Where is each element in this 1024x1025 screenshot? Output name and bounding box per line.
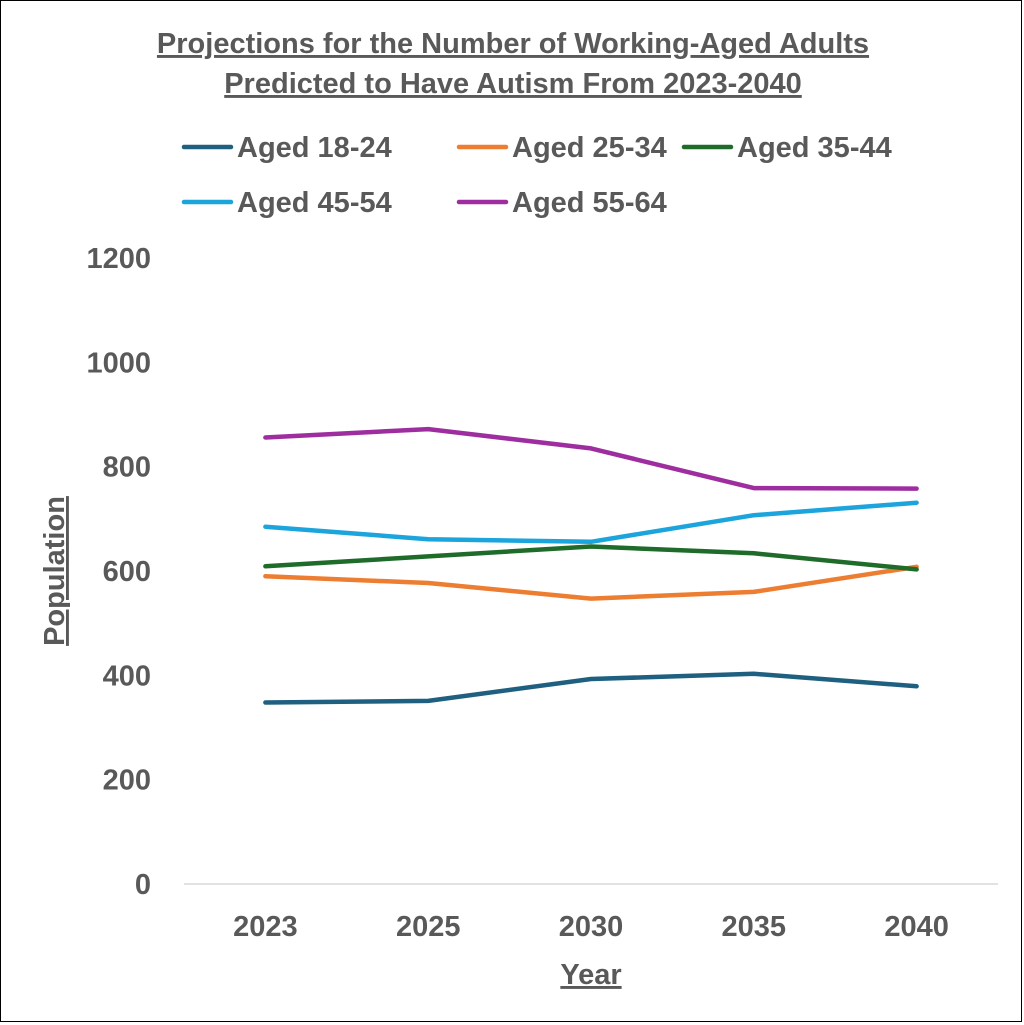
- legend-item: Aged 18-24: [181, 132, 392, 164]
- x-axis-ticks: 2023 2025 2030 2035 2040: [233, 911, 949, 943]
- x-axis-title: Year: [560, 959, 621, 991]
- y-axis-ticks: 0 200 400 600 800 1000 1200: [86, 243, 151, 901]
- y-tick-label: 200: [103, 765, 151, 797]
- y-axis-title: Population: [39, 496, 71, 646]
- chart-legend: Aged 18-24 Aged 25-34 Aged 35-44 Aged 45-54…: [181, 132, 892, 219]
- legend-item: Aged 35-44: [681, 132, 892, 164]
- chart-title-line-2: Predicted to Have Autism From 2023-2040: [224, 68, 802, 100]
- y-tick-label: 1200: [86, 243, 151, 275]
- chart-title-line-1: Projections for the Number of Working-Ag…: [157, 28, 869, 60]
- y-tick-label: 1000: [86, 347, 151, 379]
- series-lines: [263, 426, 919, 705]
- y-tick-label: 800: [103, 452, 151, 484]
- legend-label: Aged 55-64: [512, 187, 667, 219]
- legend-item: Aged 55-64: [456, 187, 667, 219]
- legend-label: Aged 25-34: [512, 132, 667, 164]
- series-line-aged-18-24: [263, 671, 919, 705]
- chart-title: Projections for the Number of Working-Ag…: [157, 28, 869, 100]
- y-tick-label: 0: [135, 869, 151, 901]
- legend-item: Aged 45-54: [181, 187, 392, 219]
- x-tick-label: 2030: [559, 911, 624, 943]
- series-line-aged-35-44: [263, 544, 919, 572]
- series-line-aged-25-34: [263, 564, 919, 601]
- legend-item: Aged 25-34: [456, 132, 667, 164]
- y-tick-label: 400: [103, 660, 151, 692]
- series-line-aged-45-54: [263, 500, 919, 545]
- series-line-aged-55-64: [263, 426, 919, 491]
- y-tick-label: 600: [103, 556, 151, 588]
- x-tick-label: 2025: [396, 911, 461, 943]
- x-tick-label: 2035: [722, 911, 787, 943]
- x-tick-label: 2040: [884, 911, 949, 943]
- legend-label: Aged 18-24: [237, 132, 392, 164]
- legend-label: Aged 35-44: [737, 132, 892, 164]
- x-tick-label: 2023: [233, 911, 298, 943]
- legend-label: Aged 45-54: [237, 187, 392, 219]
